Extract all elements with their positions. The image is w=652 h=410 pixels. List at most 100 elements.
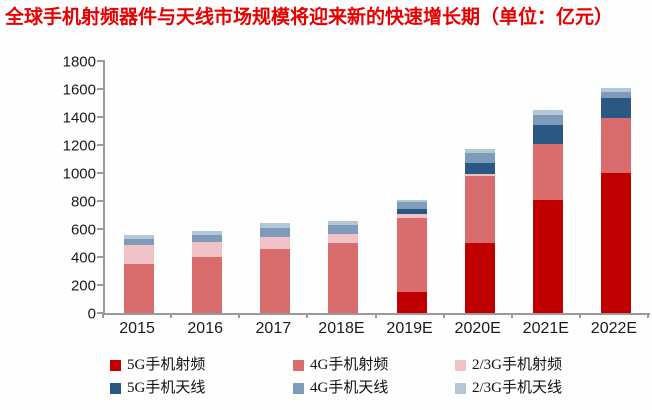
bar-segment [464,243,495,313]
bar-segment [464,149,495,154]
legend-label: 4G手机天线 [310,380,389,396]
bar-segment [464,174,495,176]
y-axis-tick-label: 1800 [62,53,96,71]
legend-item: 2/3G手机天线 [455,379,640,397]
y-axis-tick [97,256,105,258]
x-axis-tick [238,313,241,318]
bar-segment [396,202,427,210]
bar-segment [124,235,155,239]
legend-label: 4G手机射频 [310,357,389,373]
bar-segment [328,224,359,234]
plot-area [97,60,650,315]
y-axis-tick [97,228,105,230]
bar-segment [328,233,359,243]
bar-segment [192,257,223,313]
legend-label: 2/3G手机天线 [472,380,563,396]
bar-column [582,61,650,313]
bar-column [378,61,446,313]
x-axis-tick [510,313,513,318]
bar-segment [192,234,223,242]
x-axis-tick [647,313,649,318]
bar-series-container [105,61,650,313]
bar-column [446,61,514,313]
bar-stack [124,235,155,313]
bar-segment [328,243,359,313]
bar-segment [328,221,359,225]
x-axis-ticks [102,313,649,318]
chart-title: 全球手机射频器件与天线市场规模将迎来新的快速增长期（单位：亿元） [5,7,614,28]
y-axis-tick-label: 800 [70,193,96,211]
y-axis-tick-label: 600 [70,221,96,239]
y-axis-tick [97,88,105,90]
legend-item: 5G手机天线 [110,379,293,397]
x-axis-label: 2016 [187,320,223,337]
y-axis-tick-label: 200 [70,277,96,295]
legend-item: 4G手机射频 [293,356,455,374]
bar-segment [532,199,563,313]
x-axis-label: 2015 [119,320,155,337]
bar-segment [260,237,291,250]
bar-segment [124,238,155,246]
legend-swatch [110,382,121,394]
x-axis-tick [442,313,445,318]
y-axis-tick-label: 1200 [62,137,96,155]
y-axis-tick [97,312,105,314]
y-axis-tick-label: 0 [87,305,96,323]
x-axis-label: 2020E [454,320,501,337]
x-axis-label: 2017 [255,320,292,337]
bar-segment [396,200,427,203]
y-axis-tick-label: 1000 [62,165,96,183]
bar-segment [600,88,631,92]
bar-segment [396,217,427,292]
legend-label: 5G手机射频 [127,357,206,373]
bar-segment [396,209,427,214]
x-axis-label: 2019E [386,320,433,337]
legend-label: 2/3G手机射频 [472,357,563,373]
legend-swatch [455,382,466,394]
bar-column [173,61,241,313]
legend-item: 2/3G手机射频 [455,356,640,374]
legend-swatch [110,359,121,371]
chart-legend: 5G手机射频 4G手机射频 2/3G手机射频 5G手机天线 4G手机天线 2/3G手机天线 [110,356,640,397]
x-axis-tick [374,313,377,318]
y-axis-tick-label: 1600 [62,81,96,99]
bar-segment [532,110,563,115]
y-axis-tick [97,116,105,118]
x-axis-tick [102,313,104,318]
bar-stack [600,88,631,313]
x-axis-tick [170,313,173,318]
bar-stack [192,231,223,313]
bar-segment [532,143,563,200]
y-axis-tick [97,60,105,62]
y-axis-tick [97,284,105,286]
bar-column [105,61,173,313]
bar-segment [396,292,427,313]
bar-column [514,61,582,313]
bar-segment [124,264,155,313]
legend-item: 5G手机射频 [110,356,293,374]
bar-segment [600,118,631,173]
bar-stack [328,221,359,313]
x-axis-label: 2022E [590,320,638,337]
bar-segment [192,241,223,257]
x-axis-tick [306,313,309,318]
bar-segment [532,114,563,126]
bar-segment [600,91,631,99]
y-axis-tick-label: 400 [70,249,96,267]
bar-segment [124,245,155,264]
legend-swatch [455,359,466,371]
bar-segment [396,213,427,218]
x-axis-labels: 2015 2016 2017 2018E 2019E 2020E 2021E 2022E [103,320,648,338]
y-axis: 0 200 400 600 800 1000 1200 1400 1600 1800 [0,55,96,322]
bar-segment [600,98,631,119]
legend-item: 4G手机天线 [293,379,455,397]
bar-segment [192,231,223,235]
bar-segment [532,125,563,144]
x-axis-label: 2021E [522,320,569,337]
bar-stack [396,200,427,313]
bar-column [309,61,377,313]
y-axis-tick-label: 1400 [62,109,96,127]
legend-label: 5G手机天线 [127,380,206,396]
legend-swatch [293,382,304,394]
